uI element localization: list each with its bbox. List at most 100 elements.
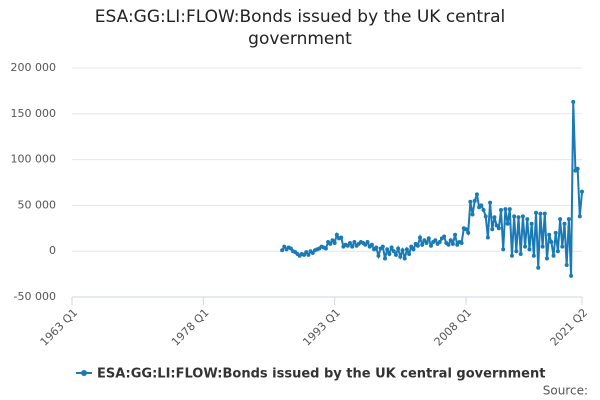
data-point	[560, 244, 565, 249]
data-point	[520, 214, 525, 219]
x-tick-label: 2021 Q2	[548, 306, 591, 349]
x-tick-label: 1963 Q1	[38, 306, 81, 349]
data-point	[422, 238, 427, 243]
data-point	[376, 253, 381, 258]
data-point	[549, 240, 554, 245]
data-point	[558, 217, 563, 222]
data-point	[282, 244, 287, 249]
data-point	[569, 273, 574, 278]
data-point	[393, 252, 398, 257]
data-point	[411, 247, 416, 252]
data-point	[363, 242, 368, 247]
data-point	[496, 226, 501, 231]
data-point	[509, 253, 514, 258]
data-point	[323, 246, 328, 251]
data-point	[383, 256, 388, 261]
data-point	[402, 256, 407, 261]
data-point	[437, 240, 442, 245]
data-point	[518, 251, 523, 256]
y-tick-label: 0	[49, 244, 56, 257]
data-point	[302, 252, 307, 257]
data-point	[468, 199, 473, 204]
data-point	[380, 244, 385, 249]
data-point	[374, 245, 379, 250]
data-point	[488, 200, 493, 205]
data-point	[347, 240, 352, 245]
data-point	[575, 166, 580, 171]
data-point	[328, 241, 333, 246]
data-point	[536, 265, 541, 270]
data-point	[507, 207, 512, 212]
data-point	[494, 223, 499, 228]
data-point	[514, 249, 519, 254]
source: Source:	[543, 384, 588, 398]
data-point	[280, 248, 285, 253]
x-tick-label: 1993 Q1	[300, 306, 343, 349]
data-point	[503, 207, 508, 212]
data-point	[538, 211, 543, 216]
data-point	[334, 232, 339, 237]
data-point	[540, 244, 545, 249]
data-point	[492, 215, 497, 220]
data-point	[512, 214, 517, 219]
data-point	[529, 221, 534, 226]
data-point	[446, 242, 451, 247]
data-point	[306, 252, 311, 257]
data-point	[542, 211, 547, 216]
data-point	[564, 262, 569, 267]
data-point	[580, 189, 584, 194]
data-point	[369, 242, 374, 247]
data-point	[428, 243, 433, 248]
y-tick-label: 150 000	[11, 107, 57, 120]
data-point	[420, 242, 425, 247]
data-point	[424, 240, 429, 245]
data-point	[474, 192, 479, 197]
data-point	[345, 243, 350, 248]
data-point	[516, 215, 521, 220]
data-point	[385, 247, 390, 252]
data-point	[455, 242, 460, 247]
x-tick-label: 2008 Q1	[432, 306, 475, 349]
data-point	[288, 246, 293, 251]
data-point	[483, 214, 488, 219]
x-tick-label: 1978 Q1	[169, 306, 212, 349]
data-point	[396, 246, 401, 251]
data-point	[453, 232, 458, 237]
data-point	[442, 234, 447, 239]
legend-marker	[81, 370, 87, 376]
data-point	[547, 232, 552, 237]
data-point	[398, 254, 403, 259]
y-tick-label: 100 000	[11, 153, 57, 166]
y-tick-label: -50 000	[14, 290, 56, 303]
data-point	[562, 221, 567, 226]
data-point	[304, 250, 309, 255]
data-point	[499, 207, 504, 212]
data-point	[490, 227, 495, 232]
data-point	[577, 214, 582, 219]
data-point	[553, 230, 558, 235]
data-point	[505, 221, 510, 226]
data-point	[350, 244, 355, 249]
data-point	[531, 253, 536, 258]
data-point	[339, 235, 344, 240]
data-point	[481, 207, 486, 212]
data-point	[523, 244, 528, 249]
data-point	[501, 247, 506, 252]
data-point	[426, 236, 431, 241]
data-point	[534, 210, 539, 215]
data-point	[544, 256, 549, 261]
data-point	[566, 217, 571, 222]
data-point	[551, 253, 556, 258]
data-point	[407, 251, 412, 256]
data-point	[448, 238, 453, 243]
y-tick-label: 50 000	[18, 198, 57, 211]
data-point	[479, 203, 484, 208]
data-point	[433, 238, 438, 243]
data-point	[352, 240, 357, 245]
data-point	[391, 249, 396, 254]
data-point	[485, 235, 490, 240]
data-point	[387, 251, 392, 256]
data-point	[400, 248, 405, 253]
